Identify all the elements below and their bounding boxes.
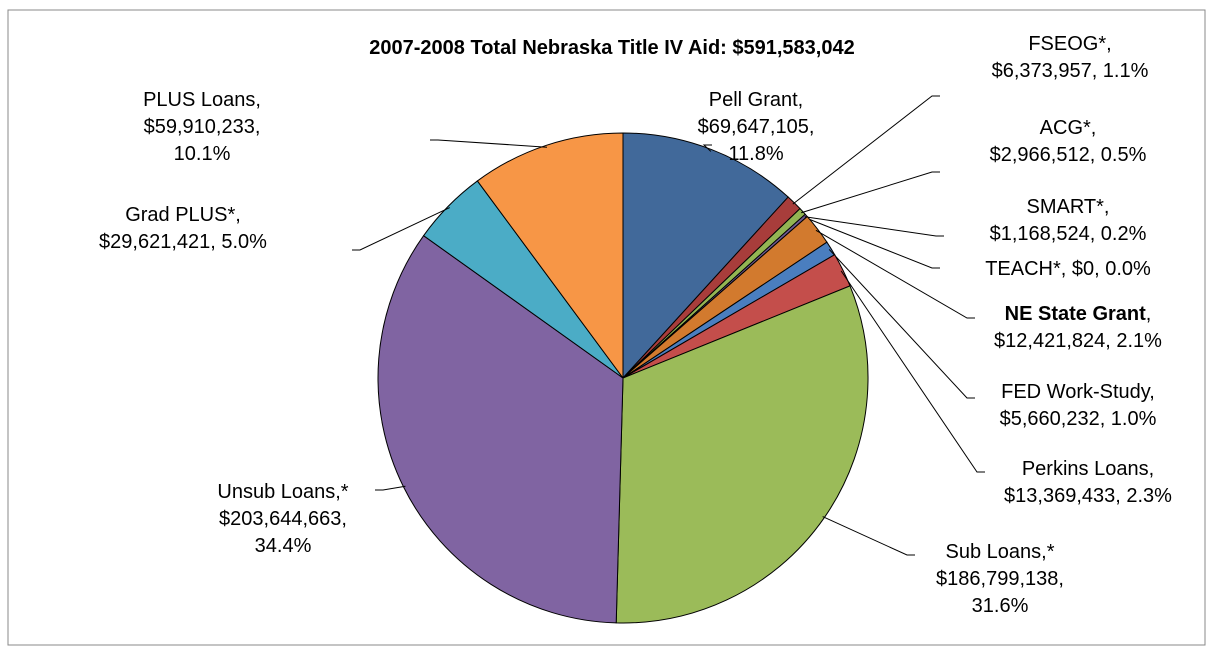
data-label-line: Unsub Loans,* [217,481,348,503]
data-label: FED Work-Study, $5,660,232, 1.0% [1000,381,1157,430]
data-label-line: FSEOG*, [1028,33,1111,55]
leader-line [702,144,712,152]
data-label: FSEOG*, $6,373,957, 1.1% [992,33,1149,82]
data-label-line: Perkins Loans, [1022,458,1154,480]
data-label-line: 10.1% [174,143,231,165]
data-label-line: $59,910,233, [144,116,261,138]
pie-slice [622,132,789,380]
data-label: Perkins Loans, $13,369,433, 2.3% [1004,458,1172,507]
data-label-line: TEACH*, $0, 0.0% [985,258,1151,280]
data-label-line: ACG*, [1040,117,1097,139]
leader-line [822,516,915,556]
data-label-line: $5,660,232, 1.0% [1000,408,1157,430]
leader-line [815,229,975,319]
data-label-line: NE State Grant [1005,303,1146,325]
data-label-line: , [1146,303,1152,325]
leader-line [430,139,548,148]
data-label-line: $6,373,957, 1.1% [992,60,1149,82]
data-label-line: Pell Grant, [709,89,803,111]
data-label: NE State Grant, $12,421,824, 2.1% [994,303,1162,352]
data-label-line: $186,799,138, [936,568,1064,590]
data-label-line: $203,644,663, [219,508,347,530]
leader-line [840,270,985,473]
data-label-line: $29,621,421, 5.0% [99,231,267,253]
data-label-line: Grad PLUS*, [125,204,241,226]
data-label-line: 34.4% [255,535,312,557]
data-label: Sub Loans,* $186,799,138, 31.6% [936,541,1064,617]
data-label-line: $1,168,524, 0.2% [990,223,1147,245]
leader-line [805,217,940,269]
data-label-line: 31.6% [972,595,1029,617]
data-label: Pell Grant, $69,647,105, 11.8% [698,89,815,165]
data-label-line: $12,421,824, 2.1% [994,330,1162,352]
data-label: Grad PLUS*, $29,621,421, 5.0% [99,204,267,253]
leader-line [804,216,944,237]
pie-slice [476,132,624,380]
chart-title: 2007-2008 Total Nebraska Title IV Aid: $… [369,37,854,59]
leader-line [801,171,940,214]
data-label-line: PLUS Loans, [143,89,261,111]
data-label-line: $13,369,433, 2.3% [1004,485,1172,507]
leader-line [828,249,975,399]
data-label: SMART*, $1,168,524, 0.2% [990,196,1147,245]
pie-slice [377,234,624,624]
data-label: TEACH*, $0, 0.0% [985,258,1151,280]
data-label: ACG*, $2,966,512, 0.5% [990,117,1147,166]
data-label-line: FED Work-Study, [1001,381,1155,403]
data-label-line: SMART*, [1027,196,1110,218]
data-label-line: 11.8% [728,143,783,165]
data-label-line: $69,647,105, [698,116,815,138]
leader-line [792,95,940,205]
leader-line [352,207,450,251]
data-label: Unsub Loans,* $203,644,663, 34.4% [217,481,348,557]
data-label-line: $2,966,512, 0.5% [990,144,1147,166]
data-label-line: Sub Loans,* [946,541,1055,563]
leader-line [375,485,406,491]
data-label: PLUS Loans, $59,910,233, 10.1% [143,89,261,165]
